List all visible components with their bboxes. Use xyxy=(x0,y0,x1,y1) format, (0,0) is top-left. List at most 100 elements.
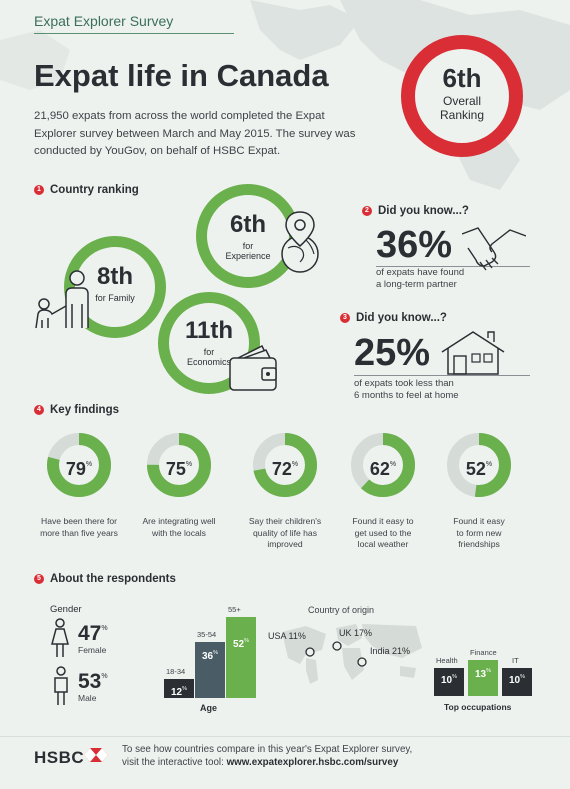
section-country-ranking-heading: 1 Country ranking xyxy=(34,184,139,196)
hsbc-hexagon-icon xyxy=(84,748,108,762)
key-finding-caption-line1: Say their children's xyxy=(248,516,322,526)
percent-sign: % xyxy=(182,686,187,692)
overall-label-line2: Ranking xyxy=(439,108,485,122)
age-chart: 12% 18-34 36% 35-54 52% 55+ Age xyxy=(160,598,260,718)
hsbc-logo: HSBC xyxy=(34,748,84,768)
age-bar-value: 52 xyxy=(232,639,245,650)
key-finding-caption-line1: Found it easy to xyxy=(352,516,414,526)
key-finding-caption-line2: with the locals xyxy=(152,527,206,538)
section-number: 3 xyxy=(340,313,350,323)
ranking-family-ring: 8th for Family xyxy=(64,236,166,338)
section-respondents-heading: 5 About the respondents xyxy=(34,573,176,585)
female-icon xyxy=(51,618,69,657)
section-did-you-know-2-heading: 3 Did you know...? xyxy=(340,312,447,324)
survey-name: Expat Explorer Survey xyxy=(34,13,174,29)
origin-title: Country of origin xyxy=(308,605,375,615)
dyk1-text-line1: of expats have found xyxy=(376,267,465,278)
key-finding-caption-line2: quality of life has xyxy=(252,527,317,538)
percent-sign: % xyxy=(452,674,457,680)
percent-sign: % xyxy=(291,461,299,468)
key-finding-caption-line2: get used to the xyxy=(354,527,412,538)
age-chart-title: Age xyxy=(200,703,218,713)
age-bar-value: 36 xyxy=(201,651,214,662)
occupation-bar-value: 10 xyxy=(440,675,453,686)
key-finding-item: 79% Have been there for more than five yea… xyxy=(40,432,118,538)
female-label: Female xyxy=(78,645,107,655)
key-finding-caption-line3: local weather xyxy=(357,539,409,549)
key-finding-item: 52% Found it easy to form new friendships xyxy=(446,432,512,549)
key-finding-caption-line1: Have been there for xyxy=(41,516,117,526)
page-title: Expat life in Canada xyxy=(34,58,329,93)
key-finding-ring xyxy=(351,433,415,497)
dyk1-value: 36% xyxy=(376,224,453,266)
key-finding-number: 72 xyxy=(271,459,292,479)
key-finding-ring xyxy=(447,433,511,497)
ranking-experience-label: for Experience xyxy=(225,241,271,261)
key-finding-caption-line1: Found it easy xyxy=(453,516,505,526)
occupation-bar-label: IT xyxy=(512,656,519,665)
footer-link[interactable]: www.expatexplorer.hsbc.com/survey xyxy=(226,756,399,768)
age-bar-value: 12 xyxy=(170,687,183,698)
occupation-bar: 13% xyxy=(468,660,498,696)
dyk2-divider xyxy=(354,375,530,376)
section-title: About the respondents xyxy=(50,573,176,585)
section-number: 2 xyxy=(362,206,372,216)
dyk1-divider xyxy=(376,266,530,267)
key-finding-caption-line2: more than five years xyxy=(40,527,118,538)
section-title: Did you know...? xyxy=(356,312,447,324)
percent-sign: % xyxy=(485,461,493,468)
ranking-family-label: for Family xyxy=(95,293,135,303)
section-key-findings-heading: 4 Key findings xyxy=(34,404,119,416)
key-finding-caption-line2: to form new xyxy=(456,527,502,538)
origin-uk: UK 17% xyxy=(339,628,373,638)
key-finding-arc xyxy=(351,433,415,497)
key-finding-ring xyxy=(253,433,317,497)
key-finding-arc xyxy=(253,433,317,497)
dyk2-value: 25% xyxy=(354,332,431,374)
key-finding-caption: Have been there for more than five years xyxy=(29,516,129,539)
key-finding-caption: Are integrating well with the locals xyxy=(129,516,229,539)
overall-ranking-ring: 6th Overall Ranking xyxy=(401,35,523,157)
percent-sign: % xyxy=(389,461,397,468)
ranking-economics-value: 11th xyxy=(184,317,234,344)
dyk2-text: of expats took less than 6 months to fee… xyxy=(354,378,459,402)
key-finding-arc xyxy=(447,433,511,497)
section-title: Key findings xyxy=(50,404,120,416)
section-number: 5 xyxy=(34,574,44,584)
section-number: 1 xyxy=(34,185,44,195)
hsbc-brand-text: HSBC xyxy=(34,748,85,767)
footer-line2: visit the interactive tool: www.expatexp… xyxy=(122,756,399,768)
footer xyxy=(0,736,570,789)
overall-rank: 6th xyxy=(442,63,482,93)
key-finding-number: 75 xyxy=(165,459,186,479)
age-bar-label: 18-34 xyxy=(166,667,186,676)
occupation-bar-label: Health xyxy=(436,656,458,665)
section-did-you-know-1-heading: 2 Did you know...? xyxy=(362,205,469,217)
key-finding-value: 52% xyxy=(446,432,512,498)
key-finding-number: 79 xyxy=(65,459,86,479)
age-bar: 12% xyxy=(164,679,194,698)
age-bar: 36% xyxy=(195,642,225,698)
key-finding-ring xyxy=(147,433,211,497)
key-finding-value: 79% xyxy=(46,432,112,498)
age-bar-label: 55+ xyxy=(228,605,241,614)
male-percent: 53% xyxy=(78,670,108,693)
age-bar-label: 35-54 xyxy=(197,630,217,639)
ranking-economics-ring: 11th for Economics xyxy=(158,292,260,394)
key-finding-value: 75% xyxy=(146,432,212,498)
percent-sign: % xyxy=(85,461,93,468)
key-finding-number: 62 xyxy=(369,459,390,479)
key-finding-number: 52 xyxy=(465,459,486,479)
male-icon xyxy=(54,666,68,705)
occupation-bar: 10% xyxy=(434,668,464,696)
key-finding-ring xyxy=(47,433,111,497)
occupation-bar-value: 10 xyxy=(508,675,521,686)
percent-sign: % xyxy=(486,668,491,674)
header-divider xyxy=(34,33,234,34)
occupations-chart: 10% Health 13% Finance 10% IT Top occupations xyxy=(432,632,542,718)
key-finding-arc xyxy=(147,433,211,497)
family-icon xyxy=(35,270,89,329)
ranking-economics-label: for Economics xyxy=(186,347,231,367)
ranking-experience-value: 6th xyxy=(230,211,266,238)
occupation-bar-label: Finance xyxy=(470,648,497,657)
